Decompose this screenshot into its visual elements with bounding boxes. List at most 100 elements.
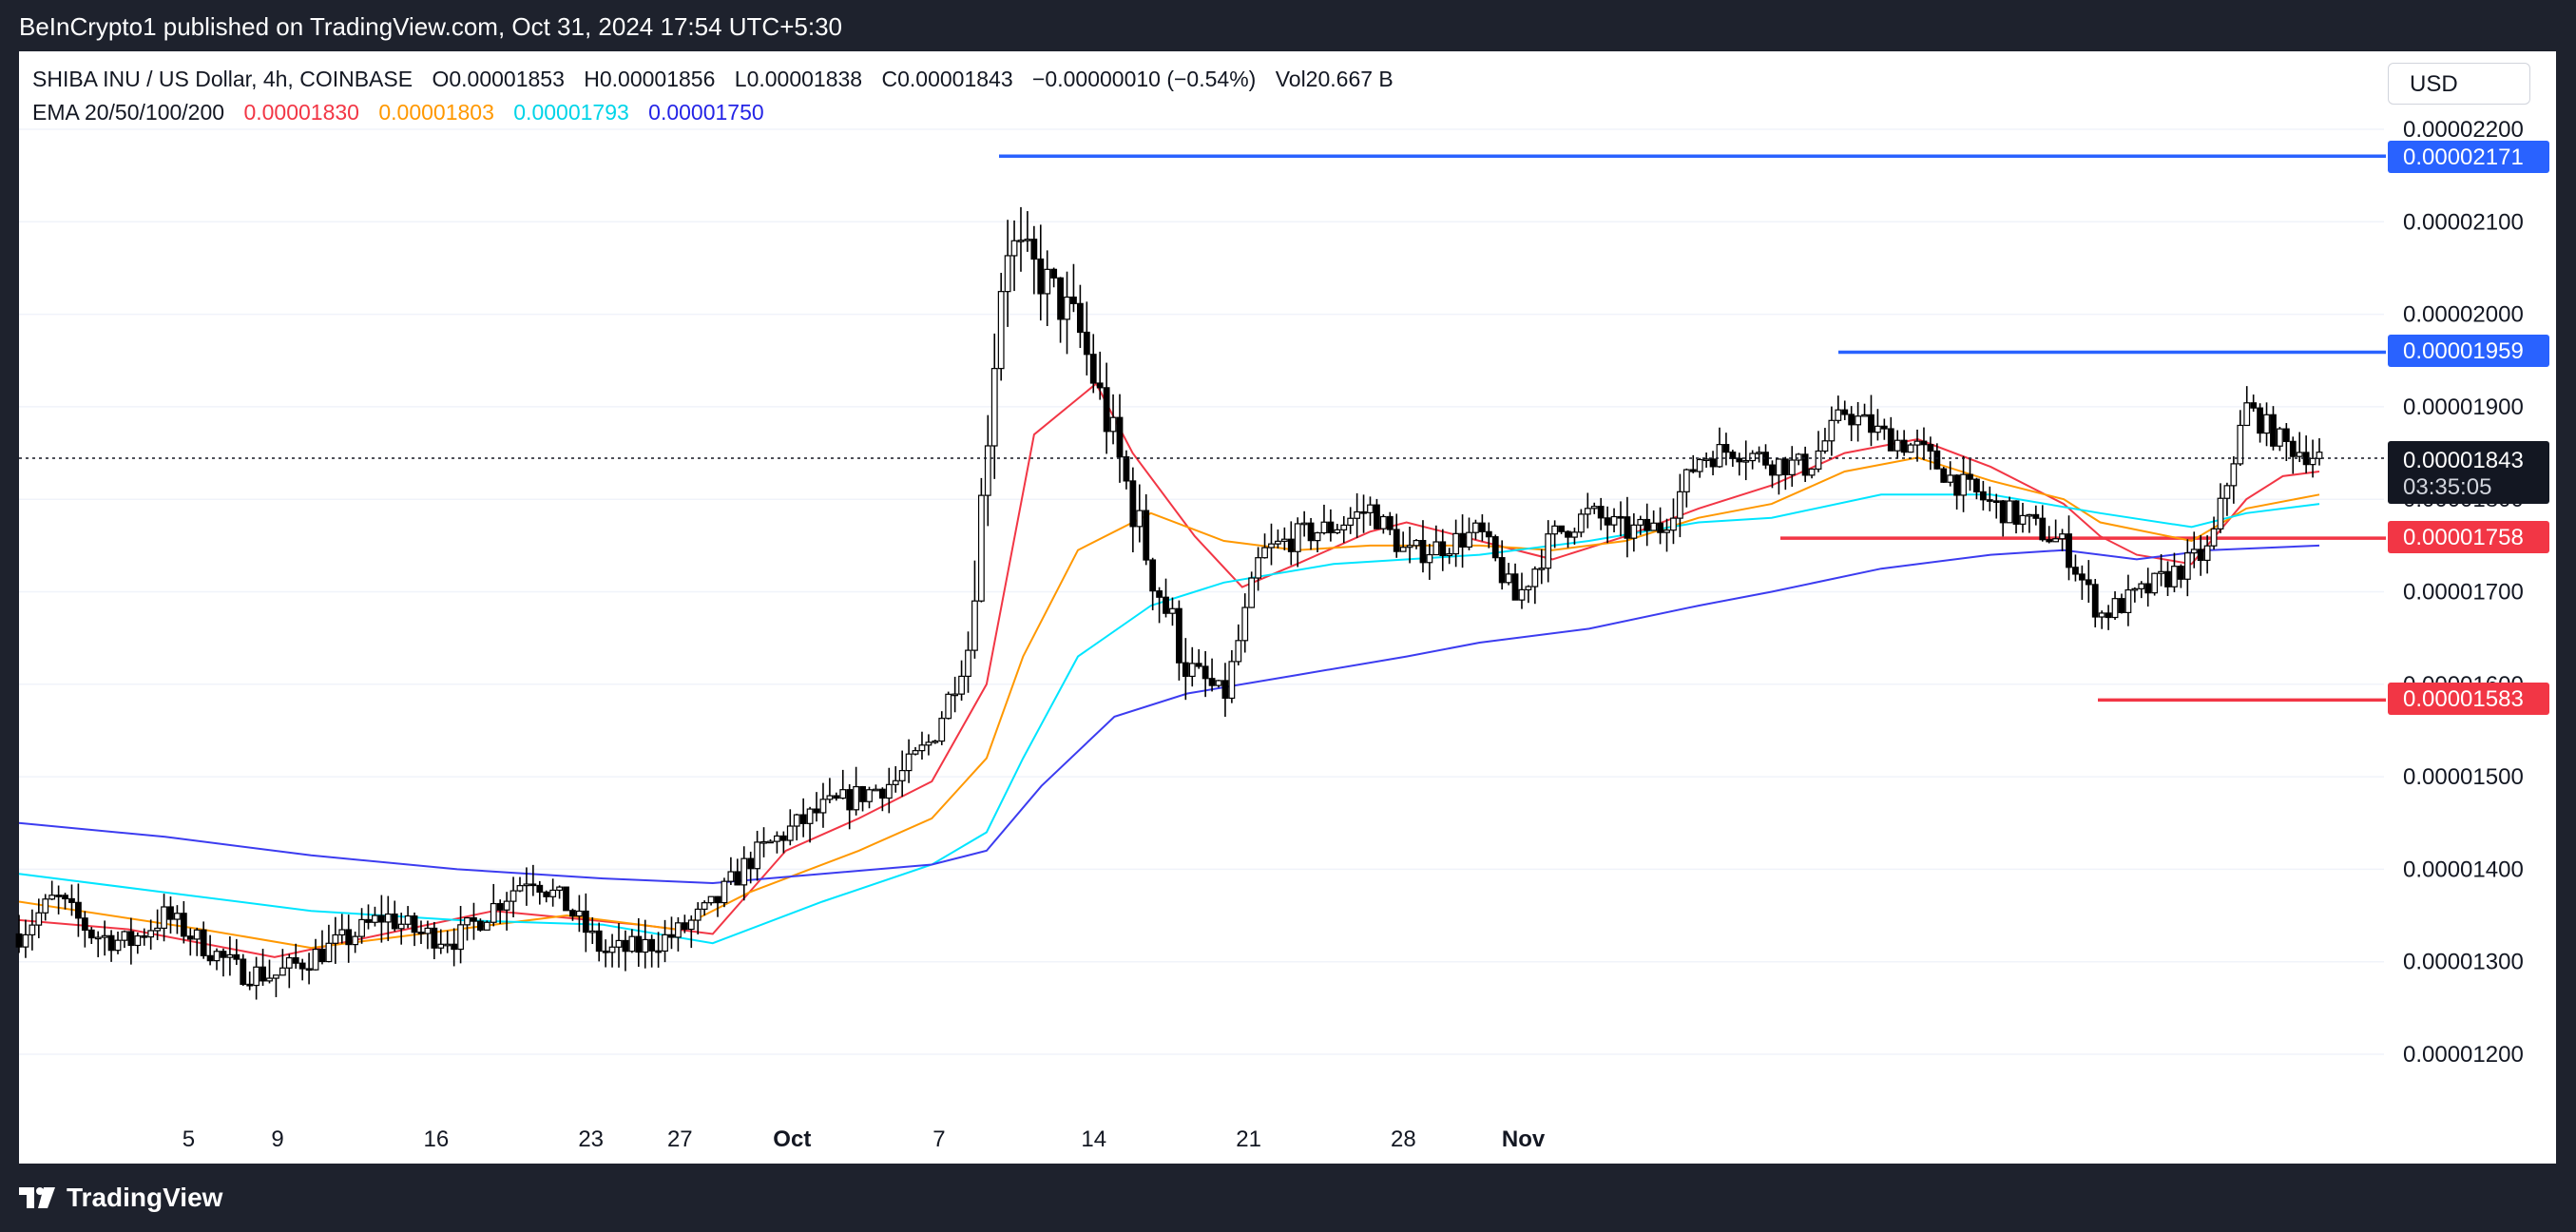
candle-body — [1439, 541, 1447, 557]
candle-body — [1446, 552, 1453, 557]
price-change: −0.00000010 (−0.54%) — [1032, 67, 1257, 91]
candle-body — [1947, 474, 1954, 483]
y-tick-label: 0.00002000 — [2403, 302, 2524, 328]
candlesticks — [15, 206, 2323, 1000]
candle-body — [549, 889, 557, 897]
candle-body — [1221, 680, 1229, 700]
candle-body — [905, 753, 913, 772]
candle-body — [2046, 539, 2053, 543]
candle-body — [451, 943, 458, 951]
candle-body — [833, 795, 840, 799]
candle-body — [1070, 296, 1077, 304]
candle-body — [2026, 513, 2033, 517]
candle-body — [411, 914, 418, 934]
candle-body — [1702, 458, 1710, 462]
candle-body — [1050, 268, 1058, 279]
candle-body — [1334, 529, 1341, 534]
candle-body — [384, 913, 392, 923]
ohlc-close: C0.00001843 — [881, 67, 1013, 91]
candle-body — [1617, 515, 1624, 519]
candle-body — [694, 908, 702, 921]
x-tick-label: 27 — [667, 1126, 693, 1152]
candle-body — [1248, 577, 1256, 608]
candle-body — [1689, 469, 1697, 472]
candle-body — [1255, 557, 1262, 579]
candle-body — [2072, 567, 2079, 575]
x-tick-label: 16 — [424, 1126, 450, 1152]
candle-body — [496, 902, 504, 911]
candle-body — [1880, 425, 1888, 430]
candle-body — [1354, 510, 1361, 519]
candle-body — [1367, 504, 1374, 513]
candle-body — [1709, 458, 1717, 468]
candle-body — [1511, 573, 1519, 601]
candle-body — [1828, 419, 1836, 442]
candle-body — [1861, 414, 1868, 417]
support-resistance-levels — [999, 154, 2386, 703]
candle-body — [563, 886, 569, 912]
x-tick-label: 14 — [1081, 1126, 1106, 1152]
tradingview-logo[interactable]: TradingView — [19, 1183, 222, 1213]
x-tick-label: 9 — [271, 1126, 283, 1152]
candle-body — [114, 939, 122, 952]
candle-body — [42, 898, 49, 914]
candle-body — [1188, 663, 1196, 678]
candle-body — [1123, 456, 1130, 482]
y-tick-label: 0.00002100 — [2403, 209, 2524, 235]
candle-body — [575, 910, 583, 917]
chart-panel[interactable] — [19, 51, 2556, 1164]
candle-body — [325, 942, 333, 963]
candle-body — [1156, 590, 1163, 598]
x-tick-label: 7 — [932, 1126, 945, 1152]
candle-body — [1129, 480, 1137, 528]
candle-body — [648, 938, 656, 952]
candle-body — [1769, 464, 1776, 476]
publisher-bar: BeInCrypto1 published on TradingView.com… — [0, 0, 2576, 51]
candle-body — [740, 857, 748, 886]
candle-body — [2217, 497, 2224, 529]
candle-body — [1868, 414, 1874, 433]
candle-body — [1835, 409, 1842, 421]
s2-label: 0.00001583 — [2403, 686, 2524, 712]
candle-body — [292, 956, 299, 964]
candle-body — [1169, 607, 1176, 614]
candle-body — [240, 958, 247, 986]
candle-body — [1821, 440, 1829, 452]
candle-body — [2270, 414, 2277, 447]
candle-body — [622, 939, 629, 953]
candle-body — [2078, 573, 2086, 581]
candle-body — [101, 934, 108, 938]
ema-legend[interactable]: EMA 20/50/100/200 0.00001830 0.00001803 … — [32, 100, 778, 125]
candle-body — [22, 934, 29, 948]
candle-body — [200, 929, 207, 956]
volume: Vol20.667 B — [1275, 67, 1394, 91]
candle-body — [819, 799, 827, 814]
candle-body — [253, 966, 260, 987]
currency-button[interactable]: USD — [2388, 63, 2530, 105]
candle-body — [509, 890, 517, 902]
candle-body — [588, 930, 596, 934]
candle-body — [2197, 549, 2204, 561]
candle-body — [866, 789, 873, 802]
candle-body — [2296, 452, 2303, 457]
candle-body — [2105, 612, 2112, 619]
candle-body — [2091, 584, 2099, 618]
candle-body — [1973, 478, 1980, 492]
candle-body — [2124, 588, 2132, 614]
candle-body — [206, 954, 214, 962]
candle-body — [846, 789, 854, 811]
candle-body — [503, 900, 510, 911]
candle-body — [997, 291, 1005, 370]
candle-body — [81, 917, 88, 932]
candle-body — [839, 789, 847, 799]
candle-body — [1841, 409, 1849, 415]
candle-body — [464, 916, 471, 926]
candle-body — [397, 923, 405, 930]
candle-body — [180, 913, 187, 937]
x-tick-label: Nov — [1502, 1126, 1546, 1152]
candle-body — [1927, 444, 1934, 452]
candle-body — [233, 953, 240, 960]
candle-body — [655, 950, 663, 953]
candle-body — [417, 932, 425, 934]
